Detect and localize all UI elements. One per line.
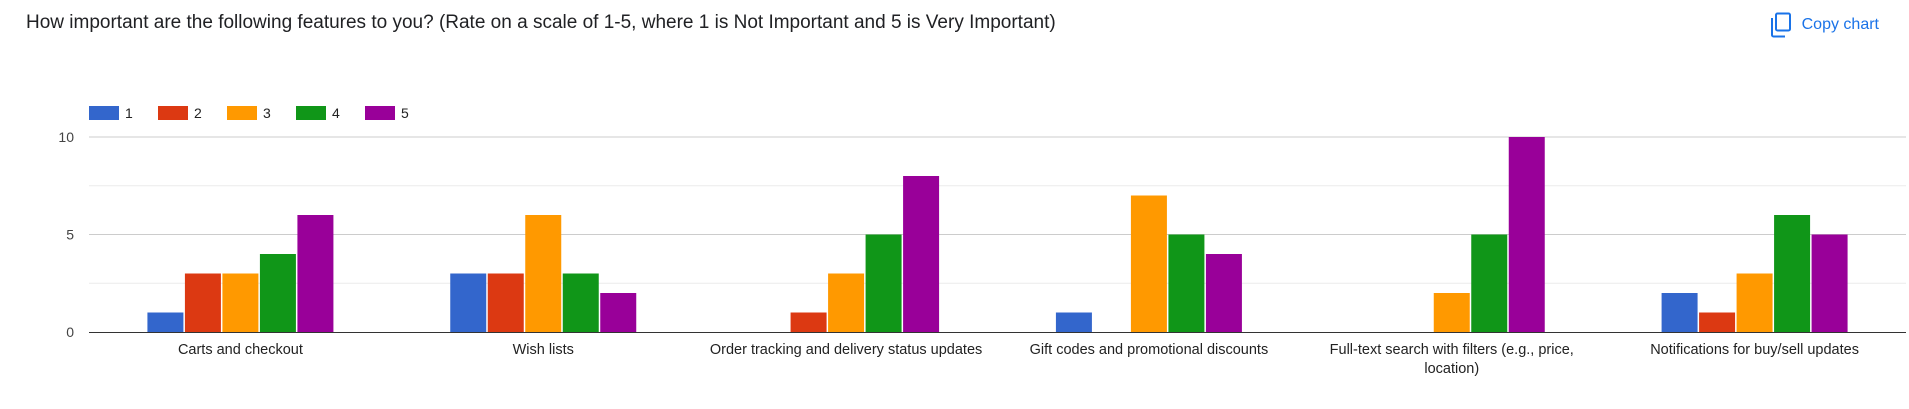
bar-2-rating-3 [525, 215, 562, 332]
x-axis: Carts and checkout Wish lists Order tracki… [89, 332, 1906, 377]
bar-3-rating-2 [790, 312, 827, 332]
bar-4-rating-5 [1205, 254, 1242, 332]
bar-2-rating-1 [450, 273, 487, 332]
legend: 1 2 3 4 5 [89, 105, 409, 121]
bar-6-rating-5 [1811, 234, 1848, 332]
bar-3-rating-5 [903, 176, 940, 332]
bar-1-rating-4 [259, 254, 296, 332]
legend-swatch-4 [296, 106, 326, 120]
legend-label-4: 4 [332, 105, 340, 121]
x-category-label: Order tracking and delivery status updat… [710, 342, 982, 358]
question-title: How important are the following features… [26, 12, 1056, 33]
bar-6-rating-4 [1774, 215, 1811, 332]
copy-chart-button[interactable]: Copy chart [1762, 8, 1887, 42]
y-tick-label: 0 [66, 324, 74, 340]
copy-chart-label: Copy chart [1801, 16, 1879, 33]
bar-6-rating-3 [1736, 273, 1773, 332]
bars [147, 137, 1848, 332]
legend-label-2: 2 [194, 105, 202, 121]
bar-3-rating-4 [865, 234, 902, 332]
x-category-label: Notifications for buy/sell updates [1650, 342, 1859, 358]
x-category-label: Carts and checkout [178, 342, 303, 358]
bar-2-rating-4 [562, 273, 599, 332]
legend-swatch-1 [89, 106, 119, 120]
legend-label-3: 3 [263, 105, 271, 121]
y-axis: 0 5 10 [58, 129, 74, 340]
bar-4-rating-3 [1130, 195, 1167, 332]
x-category-label: Gift codes and promotional discounts [1030, 342, 1269, 358]
y-tick-label: 5 [66, 227, 74, 243]
bar-2-rating-2 [487, 273, 524, 332]
legend-label-1: 1 [125, 105, 133, 121]
bar-5-rating-5 [1508, 137, 1545, 332]
bar-1-rating-3 [222, 273, 259, 332]
bar-4-rating-4 [1168, 234, 1205, 332]
bar-4-rating-1 [1055, 312, 1092, 332]
bar-5-rating-3 [1433, 293, 1470, 332]
copy-icon [1770, 12, 1792, 38]
x-category-label: Full-text search with filters (e.g., pri… [1330, 342, 1574, 377]
legend-swatch-5 [365, 106, 395, 120]
bar-5-rating-4 [1471, 234, 1508, 332]
y-tick-label: 10 [58, 129, 74, 145]
x-category-label: Wish lists [513, 342, 574, 358]
bar-2-rating-5 [600, 293, 637, 332]
bar-6-rating-1 [1661, 293, 1698, 332]
bar-6-rating-2 [1699, 312, 1736, 332]
legend-swatch-3 [227, 106, 257, 120]
bar-1-rating-1 [147, 312, 184, 332]
bar-1-rating-5 [297, 215, 334, 332]
legend-swatch-2 [158, 106, 188, 120]
bar-1-rating-2 [184, 273, 221, 332]
bar-3-rating-3 [828, 273, 865, 332]
gridlines [89, 136, 1906, 284]
legend-label-5: 5 [401, 105, 409, 121]
